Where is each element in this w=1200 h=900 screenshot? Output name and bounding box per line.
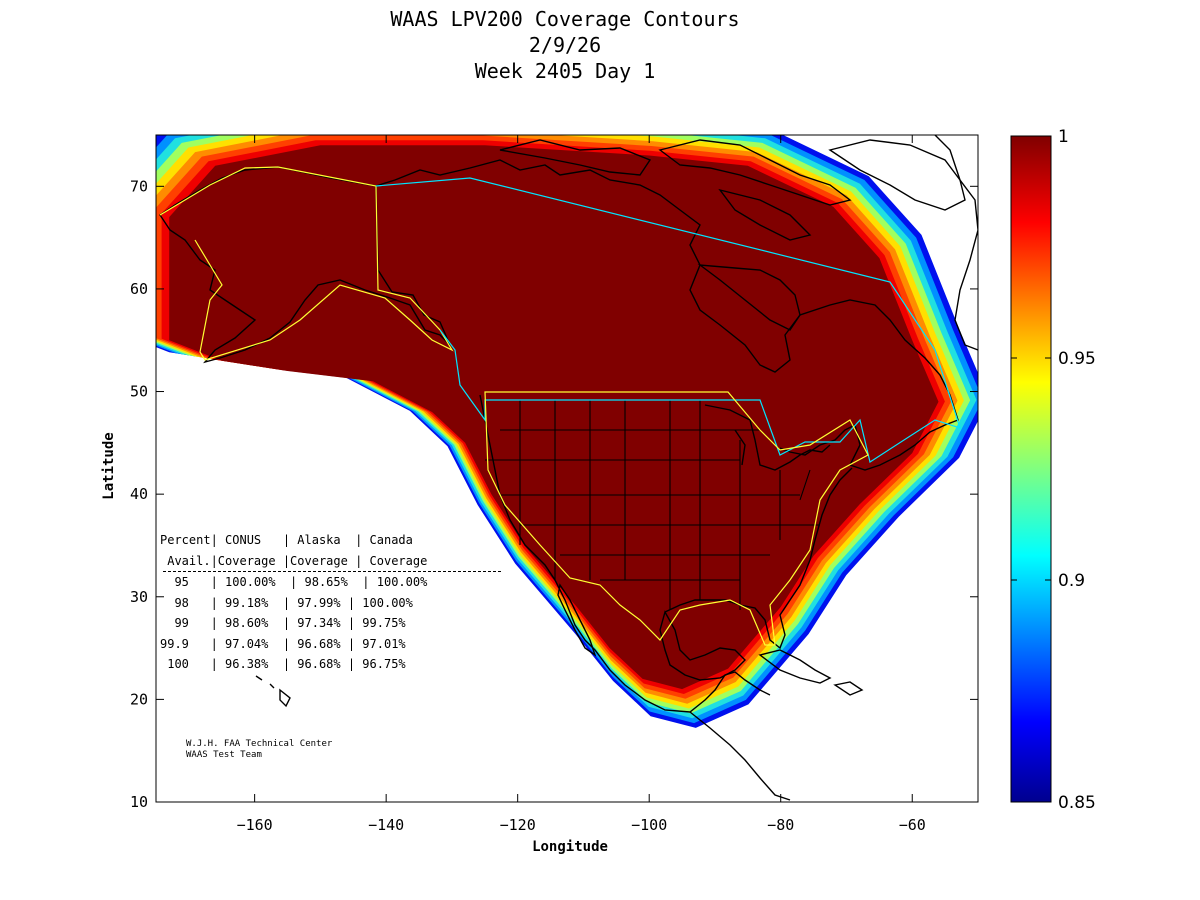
alaska-boundary xyxy=(159,166,454,361)
y-tick-label: 10 xyxy=(130,793,148,811)
y-tick-label: 40 xyxy=(130,485,148,503)
plot-area xyxy=(156,135,978,801)
colorbar-ticks: 1 0.95 0.9 0.85 xyxy=(1011,127,1096,813)
x-axis-ticks: −160 −140 −120 −100 −80 −60 xyxy=(237,135,926,834)
title-line-3: Week 2405 Day 1 xyxy=(474,59,656,83)
x-tick-label: −120 xyxy=(500,816,536,834)
coverage-table: Percent| CONUS | Alaska | Canada Avail.|… xyxy=(160,530,501,675)
x-tick-label: −140 xyxy=(368,816,404,834)
credit-text: W.J.H. FAA Technical Center WAAS Test Te… xyxy=(186,739,332,761)
y-axis-ticks: 10 20 30 40 50 60 70 xyxy=(130,177,978,811)
hispaniola xyxy=(833,681,864,696)
table-rule xyxy=(163,571,501,572)
hudson-bay xyxy=(697,264,801,331)
credit-line-2: WAAS Test Team xyxy=(186,750,262,760)
y-tick-label: 50 xyxy=(130,383,148,401)
canada-boundary xyxy=(375,177,961,463)
title-line-1: WAAS LPV200 Coverage Contours xyxy=(390,7,740,31)
x-tick-label: −80 xyxy=(767,816,794,834)
region-boundaries xyxy=(159,166,961,646)
conus-boundary xyxy=(484,391,869,646)
coverage-core-region xyxy=(169,145,939,690)
coverage-bands xyxy=(156,135,978,728)
table-row: 98 | 99.18% | 97.99% | 100.00% xyxy=(160,595,413,610)
baja xyxy=(557,583,597,657)
table-row: 100 | 96.38% | 96.68% | 96.75% xyxy=(160,657,406,671)
great-lakes xyxy=(704,404,831,471)
gulf-coast xyxy=(664,467,853,650)
colorbar-tick-label: 0.95 xyxy=(1058,349,1096,369)
chart-title: WAAS LPV200 Coverage Contours 2/9/26 Wee… xyxy=(345,6,785,84)
colorbar-tick-label: 0.85 xyxy=(1058,793,1096,813)
y-tick-label: 30 xyxy=(130,588,148,606)
table-row: 99.9 | 97.04% | 96.68% | 97.01% xyxy=(160,636,406,651)
y-tick-label: 60 xyxy=(130,280,148,298)
y-tick-label: 70 xyxy=(130,177,148,195)
colorbar-tick-label: 0.9 xyxy=(1058,571,1085,591)
table-row: 95 | 100.00% | 98.65% | 100.00% xyxy=(160,575,428,589)
x-tick-label: −160 xyxy=(237,816,273,834)
colorbar: 1 0.95 0.9 0.85 xyxy=(1010,127,1096,813)
alaska-coast xyxy=(159,166,451,364)
greenland xyxy=(934,135,978,351)
table-header-1: Percent| CONUS | Alaska | Canada xyxy=(160,533,413,547)
hawaii xyxy=(255,675,291,708)
cuba xyxy=(758,649,832,684)
x-axis-label: Longitude xyxy=(532,839,608,855)
x-tick-label: −100 xyxy=(631,816,667,834)
y-axis-label: Latitude xyxy=(101,432,117,499)
y-tick-label: 20 xyxy=(130,690,148,708)
table-header-2: Avail.|Coverage |Coverage | Coverage xyxy=(160,553,428,568)
colorbar-gradient xyxy=(1010,135,1052,803)
table-row: 99 | 98.60% | 97.34% | 99.75% xyxy=(160,616,406,630)
colorbar-tick-label: 1 xyxy=(1058,127,1069,147)
yucatan xyxy=(659,610,746,681)
plot-frame xyxy=(155,134,979,803)
central-america xyxy=(689,711,791,801)
credit-line-1: W.J.H. FAA Technical Center xyxy=(186,739,333,749)
arctic-islands xyxy=(499,139,966,241)
title-line-2: 2/9/26 xyxy=(528,33,602,57)
x-tick-label: −60 xyxy=(899,816,926,834)
